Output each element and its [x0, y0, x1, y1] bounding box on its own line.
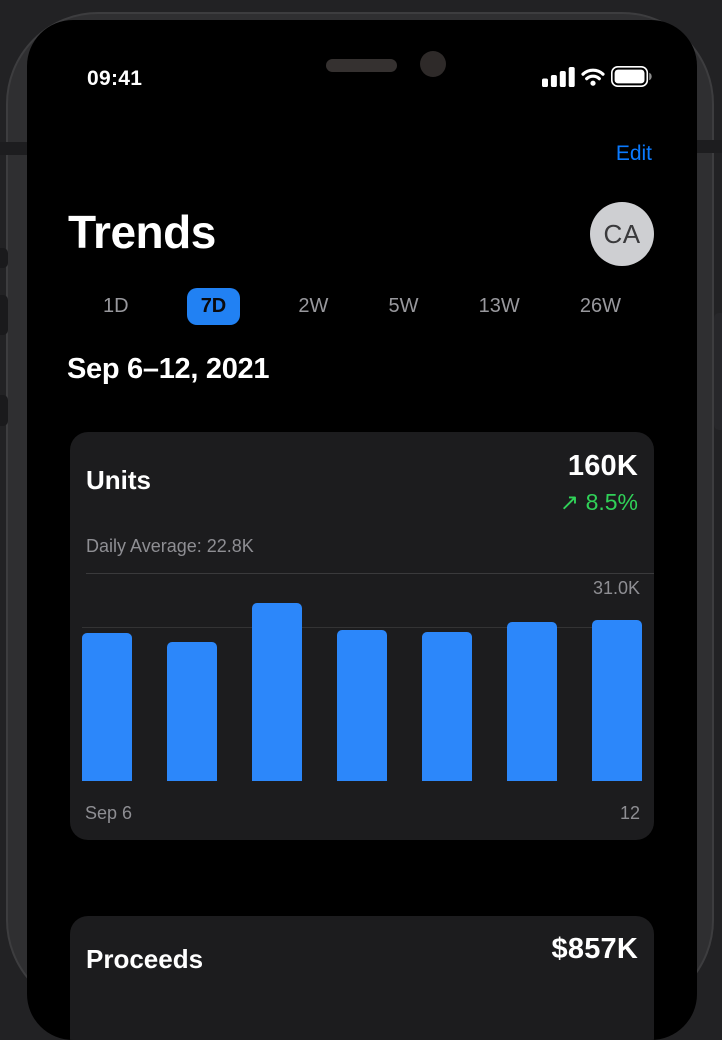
tab-5w[interactable]: 5W	[388, 294, 419, 317]
page-title: Trends	[68, 206, 216, 258]
units-card[interactable]: Units 160K ↗ 8.5% Daily Average: 22.8K 3…	[70, 432, 654, 840]
power-button	[714, 313, 722, 430]
date-range: Sep 6–12, 2021	[67, 353, 270, 385]
volume-down-button	[0, 395, 8, 426]
range-tabs: 1D 7D 2W 5W 13W 26W	[101, 286, 623, 326]
card-separator	[86, 573, 654, 574]
tab-1d[interactable]: 1D	[103, 294, 129, 317]
battery-icon	[611, 66, 652, 92]
action-button	[0, 248, 8, 268]
daily-average-label: Daily Average: 22.8K	[86, 536, 254, 556]
units-bar-chart	[82, 573, 642, 781]
x-axis-first-label: Sep 6	[85, 803, 133, 823]
status-time: 09:41	[87, 67, 143, 90]
units-card-title: Units	[86, 465, 151, 495]
speaker-grille	[326, 59, 397, 72]
chart-bar-sep-9[interactable]	[337, 630, 387, 781]
y-axis-max-label: 31.0K	[592, 578, 640, 598]
x-axis-last-label: 12	[619, 803, 640, 823]
antenna-line-left	[0, 142, 28, 155]
tab-7d[interactable]: 7D	[186, 287, 241, 325]
units-total: 160K	[567, 450, 638, 482]
proceeds-total: $857K	[551, 933, 638, 965]
chart-bar-sep-12[interactable]	[592, 620, 642, 781]
status-icons	[542, 66, 652, 92]
avatar[interactable]: CA	[590, 202, 654, 266]
tab-26w[interactable]: 26W	[579, 294, 621, 317]
chart-bar-sep-8[interactable]	[252, 603, 302, 781]
chart-bar-sep-10[interactable]	[422, 632, 472, 781]
chart-bar-sep-6[interactable]	[82, 633, 132, 781]
cellular-signal-icon	[542, 66, 575, 92]
proceeds-card-title: Proceeds	[86, 944, 204, 974]
phone-screen: 09:41 Edit Trends CA	[27, 20, 697, 1040]
bar-group	[82, 573, 642, 781]
tab-13w[interactable]: 13W	[478, 294, 520, 317]
tab-2w[interactable]: 2W	[298, 294, 329, 317]
volume-up-button	[0, 295, 8, 335]
wifi-icon	[581, 68, 605, 91]
chart-bar-sep-7[interactable]	[167, 642, 217, 781]
x-axis-labels: Sep 6 12	[85, 803, 640, 824]
antenna-line-right	[694, 140, 722, 153]
front-camera	[420, 51, 446, 77]
chart-bar-sep-11[interactable]	[507, 622, 557, 781]
average-gridline	[82, 627, 642, 628]
units-change-badge: ↗ 8.5%	[559, 489, 638, 515]
proceeds-card[interactable]: Proceeds $857K	[70, 916, 654, 1040]
edit-button[interactable]: Edit	[615, 142, 652, 165]
